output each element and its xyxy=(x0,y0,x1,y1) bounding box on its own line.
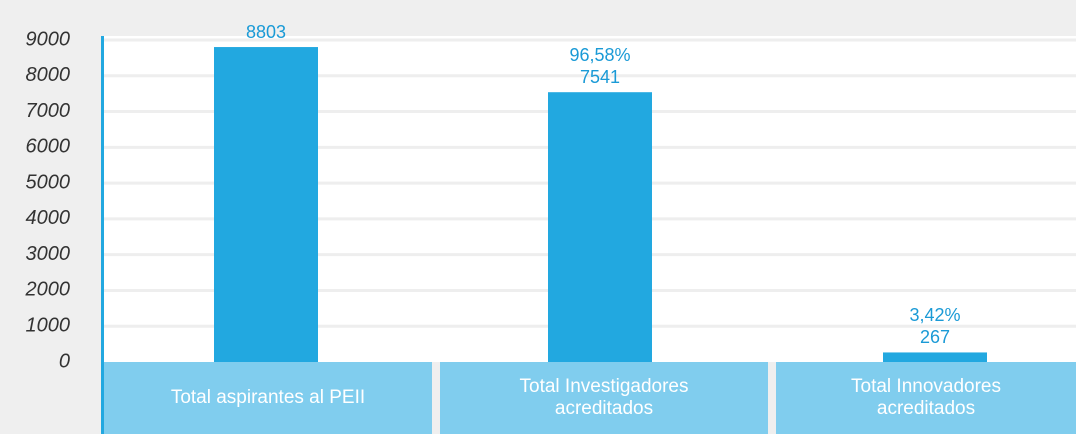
value-label: 7541 xyxy=(580,67,620,87)
x-tick-label: Total Investigadores acreditados xyxy=(519,376,689,419)
category-box: Total Innovadores acreditados xyxy=(776,362,1076,434)
y-tick-label: 5000 xyxy=(26,171,71,193)
value-label: 267 xyxy=(920,327,950,347)
category-box: Total aspirantes al PEII xyxy=(104,362,432,434)
y-tick-label: 9000 xyxy=(26,28,71,50)
value-label: 8803 xyxy=(246,22,286,42)
x-tick-label: Total Innovadores acreditados xyxy=(851,376,1001,419)
y-tick-label: 7000 xyxy=(26,100,71,122)
y-tick-label: 6000 xyxy=(26,136,71,158)
bar xyxy=(548,92,652,363)
percent-label: 96,58% xyxy=(569,45,630,65)
y-tick-label: 0 xyxy=(59,350,70,372)
y-tick-label: 4000 xyxy=(26,207,71,229)
bar xyxy=(883,352,987,362)
y-tick-label: 3000 xyxy=(26,243,71,265)
y-tick-label: 8000 xyxy=(26,64,71,86)
x-tick-label: Total aspirantes al PEII xyxy=(170,387,366,408)
percent-label: 3,42% xyxy=(909,305,960,325)
y-tick-label: 2000 xyxy=(25,279,71,301)
bar xyxy=(214,47,318,363)
y-tick-label: 1000 xyxy=(26,315,71,337)
category-box: Total Investigadores acreditados xyxy=(440,362,768,434)
